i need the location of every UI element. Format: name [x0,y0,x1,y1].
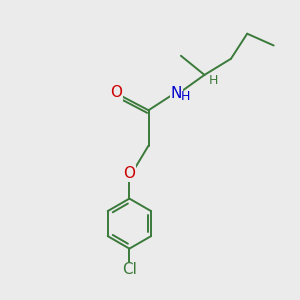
Text: N: N [171,86,182,101]
Text: O: O [123,166,135,181]
Text: H: H [181,91,190,103]
Text: Cl: Cl [122,262,137,277]
Text: O: O [110,85,122,100]
Text: H: H [209,74,219,87]
